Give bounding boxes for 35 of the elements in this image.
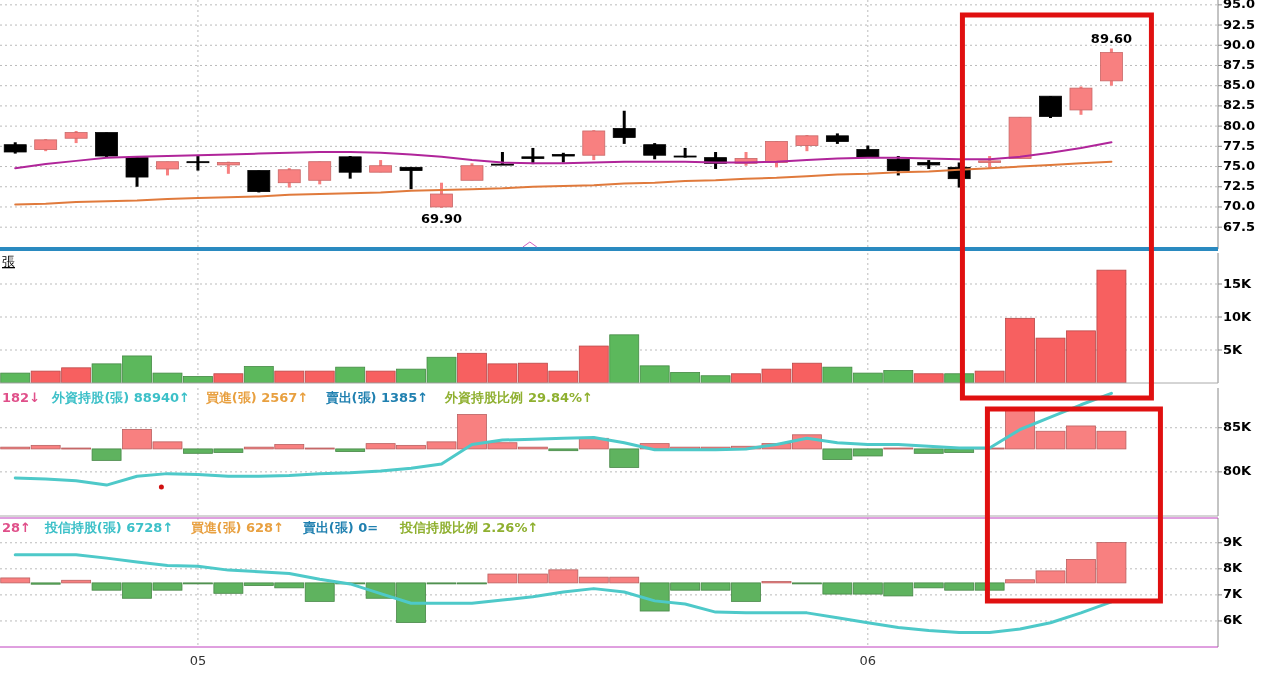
annotation: 28↑ bbox=[2, 520, 31, 535]
y-tick-label: 10K bbox=[1223, 308, 1253, 324]
annotation: 投信持股比例 2.26%↑ bbox=[398, 520, 539, 535]
y-tick-label: 70.0 bbox=[1223, 198, 1256, 214]
y-tick-label: 77.5 bbox=[1223, 137, 1256, 153]
annotation: 買進(張) 628↑ bbox=[189, 520, 285, 535]
annotation: 182↓ bbox=[2, 390, 41, 405]
x-tick-label: 06 bbox=[859, 653, 877, 668]
x-tick-label: 05 bbox=[189, 653, 207, 668]
y-tick-label: 85K bbox=[1223, 419, 1253, 435]
y-tick-label: 5K bbox=[1223, 341, 1244, 357]
annotation: 外資持股比例 29.84%↑ bbox=[444, 390, 593, 405]
annotation: 賣出(張) 0= bbox=[301, 520, 379, 535]
y-tick-label: 80K bbox=[1223, 463, 1253, 479]
annotation: 賣出(張) 1385↑ bbox=[324, 390, 429, 405]
y-tick-label: 87.5 bbox=[1223, 56, 1256, 72]
y-tick-label: 85.0 bbox=[1223, 77, 1256, 93]
y-tick-label: 9K bbox=[1223, 534, 1244, 550]
y-tick-label: 15K bbox=[1223, 275, 1253, 291]
y-tick-label: 75.0 bbox=[1223, 158, 1256, 174]
y-tick-label: 90.0 bbox=[1223, 36, 1256, 52]
y-tick-label: 80.0 bbox=[1223, 117, 1256, 133]
y-axis-title: 張 bbox=[2, 254, 15, 269]
annotation: 89.60 bbox=[1090, 30, 1132, 46]
annotation: 買進(張) 2567↑ bbox=[204, 390, 309, 405]
annotation: 投信持股(張) 6728↑ bbox=[43, 520, 174, 535]
y-tick-label: 8K bbox=[1223, 560, 1244, 576]
y-tick-label: 6K bbox=[1223, 612, 1244, 628]
y-tick-label: 7K bbox=[1223, 586, 1244, 602]
annotation: 69.90 bbox=[420, 210, 463, 226]
y-tick-label: 92.5 bbox=[1223, 16, 1256, 32]
y-tick-label: 82.5 bbox=[1223, 97, 1256, 113]
annotation: 外資持股(張) 88940↑ bbox=[51, 390, 190, 405]
y-tick-label: 67.5 bbox=[1223, 218, 1256, 234]
y-tick-label: 72.5 bbox=[1223, 178, 1256, 194]
